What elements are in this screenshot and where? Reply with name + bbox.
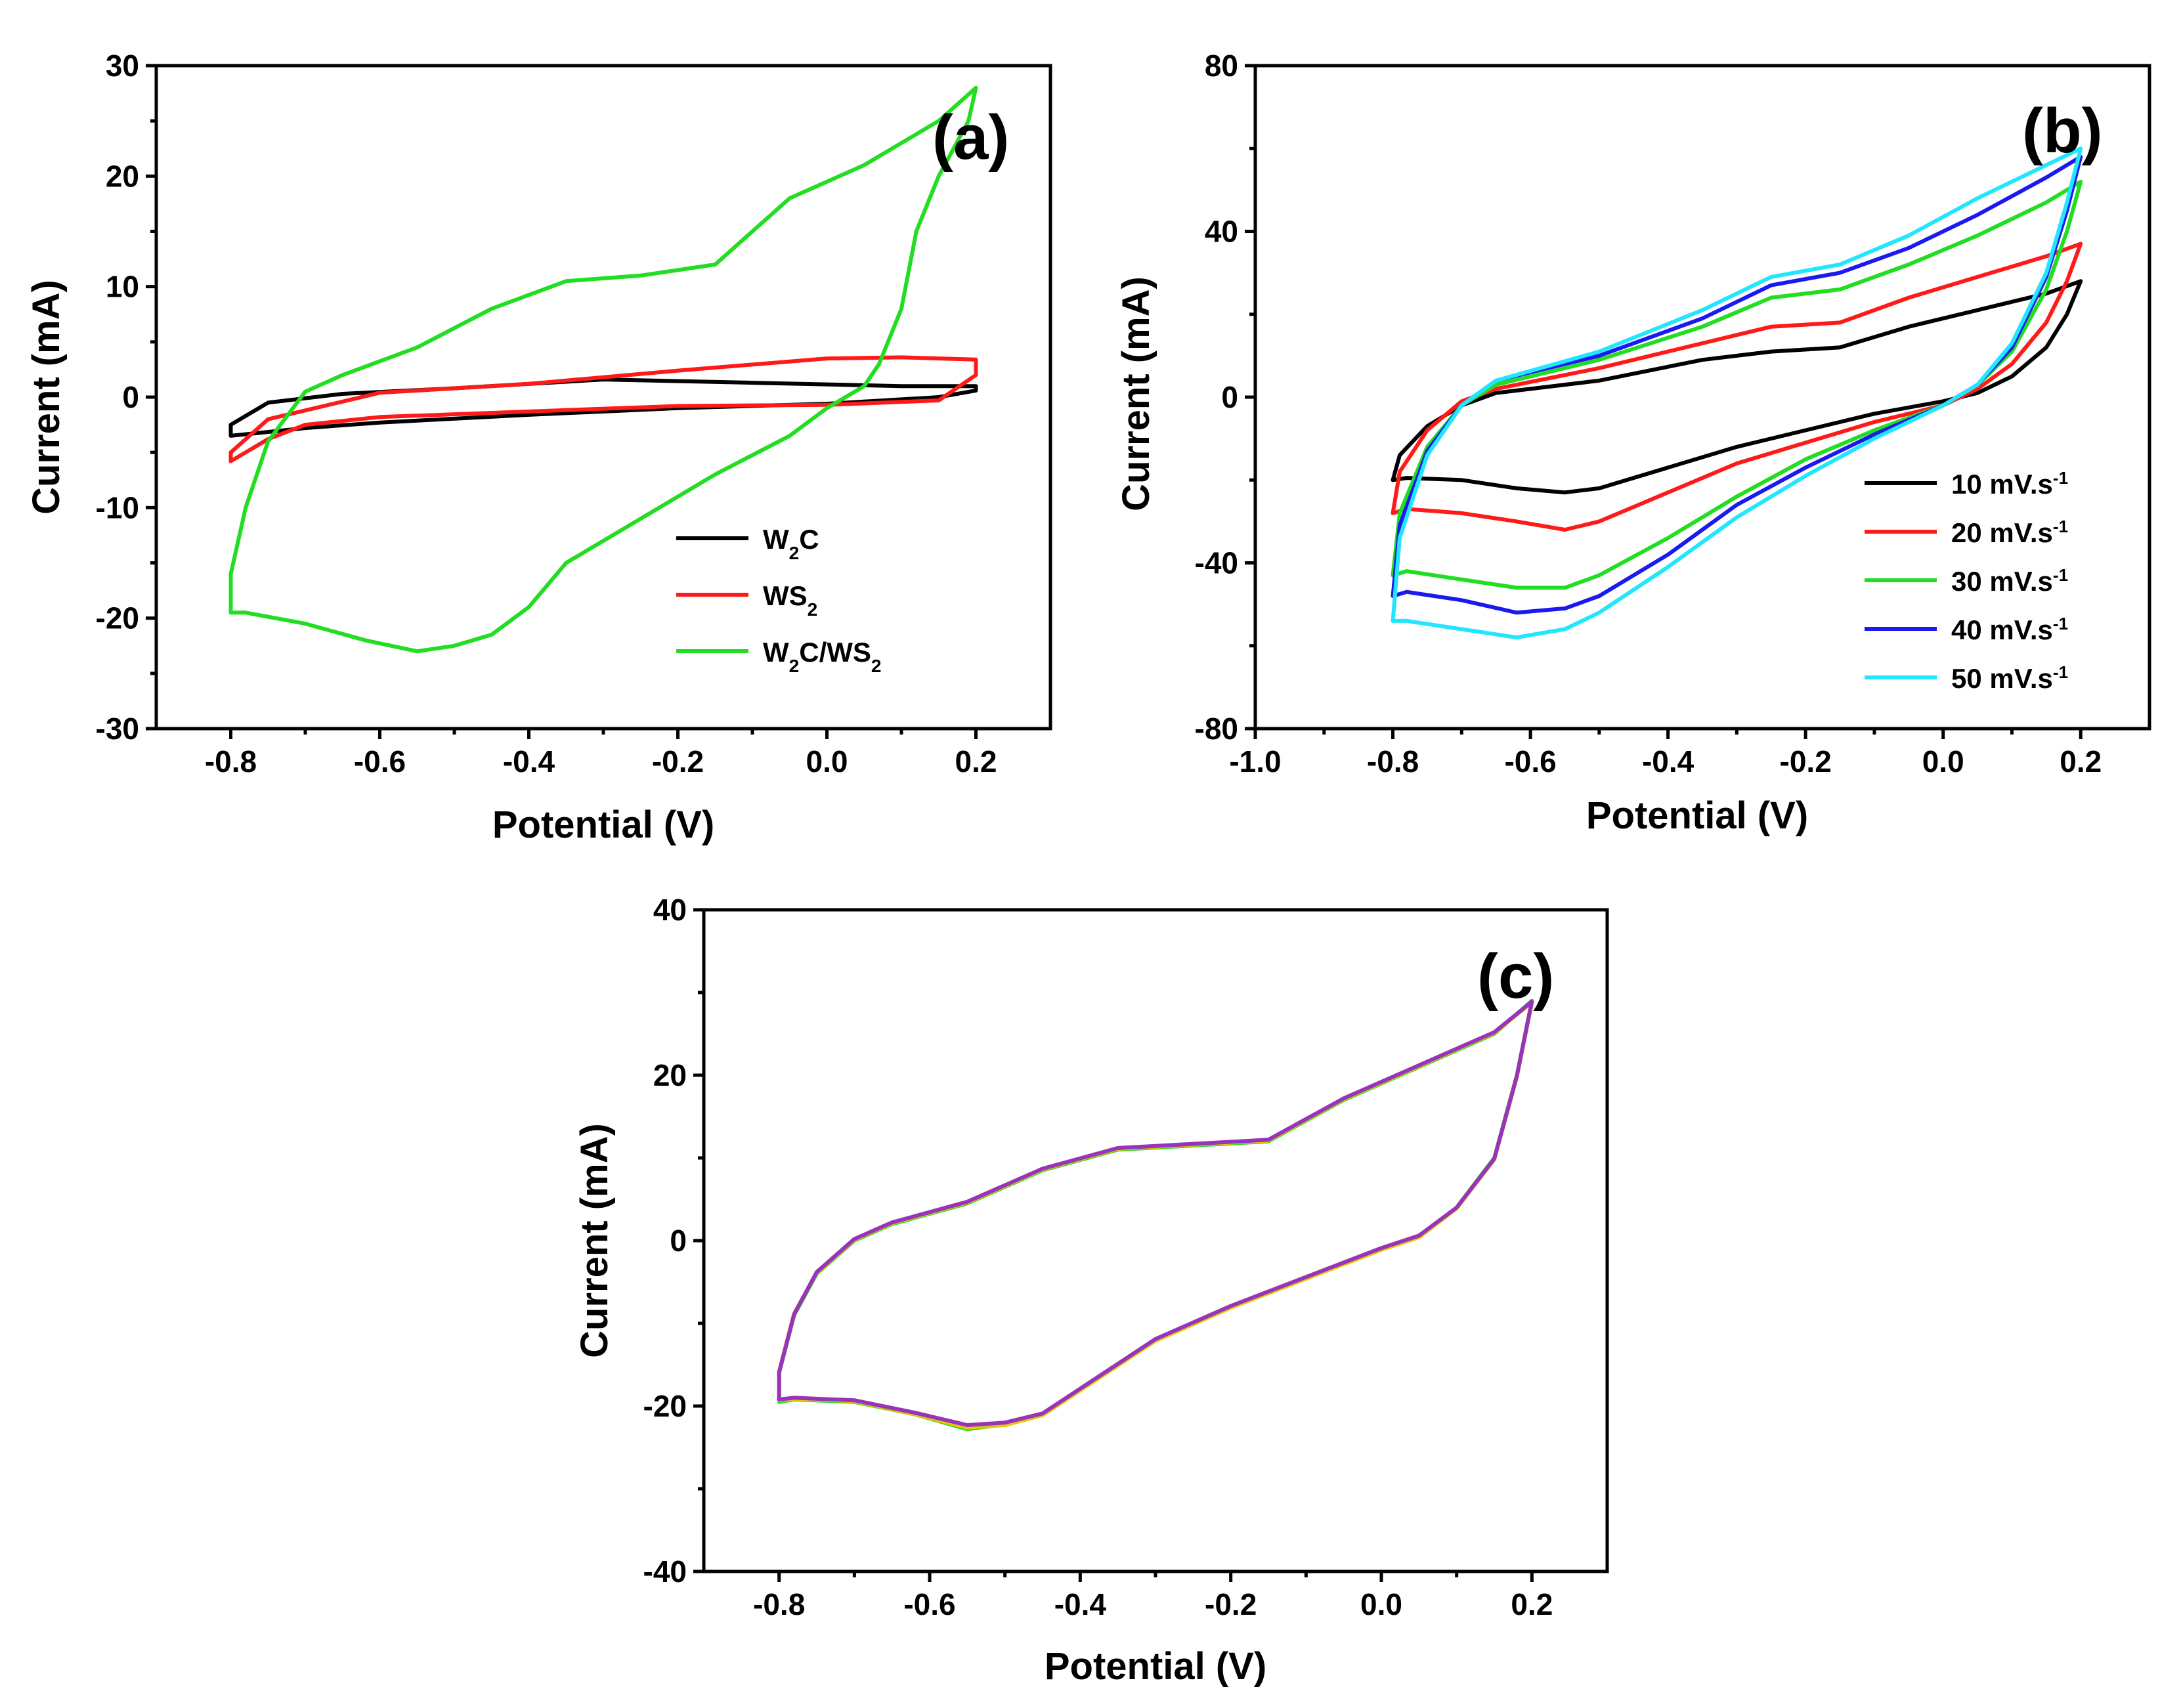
panel-c-y-tick-label: 40 (653, 893, 687, 927)
panel-c-curves (777, 998, 1534, 1432)
panel-c-x-tick-label: -0.2 (1205, 1587, 1257, 1621)
panel-b-x-axis-title: Potential (V) (1586, 794, 1808, 837)
panel-c-x-tick-label: 0.2 (1511, 1587, 1553, 1621)
panel-b-legend: 10 mV.s-1 20 mV.s-1 30 mV.s-1 40 mV.s-1 … (1865, 468, 2068, 694)
panel-b-x-tick-label: -0.4 (1642, 744, 1695, 779)
panel-c-ticks: -0.8 -0.6 -0.4 -0.2 0.0 0.2 -40 -20 0 20 40 (643, 893, 1553, 1621)
panel-b-x-tick-label: -0.6 (1504, 744, 1556, 779)
panel-a-label: (a) (932, 102, 1009, 173)
panel-a-y-tick-label: 0 (122, 380, 139, 414)
panel-b-y-axis-title: Current (mA) (1115, 276, 1157, 511)
legend-label-20: 20 mV.s-1 (1951, 517, 2068, 548)
panel-c-cv-cycles: -0.8 -0.6 -0.4 -0.2 0.0 0.2 -40 -20 0 20 40 (c) Po… (573, 893, 1609, 1688)
panel-b-label: (b) (2022, 96, 2103, 166)
panel-c-x-tick-label: -0.4 (1054, 1587, 1107, 1621)
panel-a-series-2-curve (228, 355, 978, 463)
panel-b-x-tick-label: -0.2 (1780, 744, 1832, 779)
panel-a-x-tick-label: -0.8 (205, 744, 257, 779)
panel-c-x-axis-title: Potential (V) (1045, 1645, 1266, 1688)
panel-b-y-tick-label: -80 (1195, 712, 1238, 746)
panel-b-y-tick-label: 0 (1221, 380, 1238, 414)
panel-b-ticks: -1.0 -0.8 -0.6 -0.4 -0.2 0.0 0.2 -80 -40 0 40 80 (1195, 49, 2102, 779)
legend-label-w2c: W2C (763, 524, 819, 563)
panel-c-label: (c) (1477, 941, 1554, 1012)
panel-a-x-axis-title: Potential (V) (492, 803, 714, 846)
panel-c-series-3-curve (777, 999, 1534, 1427)
panel-b-x-tick-label: 0.0 (1922, 744, 1964, 779)
legend-label-50: 50 mV.s-1 (1951, 662, 2068, 694)
panel-a-y-tick-label: 20 (106, 159, 139, 193)
panel-c-x-tick-label: -0.8 (753, 1587, 805, 1621)
panel-b-x-tick-label: -0.8 (1367, 744, 1419, 779)
panel-a-y-axis-title: Current (mA) (25, 280, 68, 515)
panel-a-y-tick-label: -20 (96, 601, 139, 635)
panel-a-x-tick-label: -0.2 (652, 744, 704, 779)
panel-c-x-tick-label: -0.6 (903, 1587, 955, 1621)
panel-a-series-3-curve (228, 85, 978, 654)
legend-label-40: 40 mV.s-1 (1951, 614, 2068, 645)
panel-b-x-tick-label: -1.0 (1229, 744, 1281, 779)
panel-a-x-tick-label: 0.0 (806, 744, 848, 779)
panel-a-x-tick-label: 0.2 (955, 744, 997, 779)
panel-a-x-tick-label: -0.6 (354, 744, 406, 779)
panel-b-y-tick-label: 40 (1205, 215, 1238, 249)
panel-a-y-tick-label: 30 (106, 49, 139, 83)
panel-a-y-tick-label: 10 (106, 270, 139, 304)
panel-b-series-5-curve (1391, 146, 2083, 640)
panel-a-curves (228, 85, 978, 654)
panel-b-cv-scan-rates: -1.0 -0.8 -0.6 -0.4 -0.2 0.0 0.2 -80 -40 0 40 80 (b… (1115, 49, 2151, 837)
panel-a-x-tick-label: -0.4 (503, 744, 555, 779)
panel-c-y-tick-label: 20 (653, 1058, 687, 1092)
legend-label-30: 30 mV.s-1 (1951, 565, 2068, 597)
panel-b-curves (1391, 146, 2083, 640)
panel-b-y-tick-label: -40 (1195, 546, 1238, 580)
panel-b-y-tick-label: 80 (1205, 49, 1238, 83)
panel-c-y-axis-title: Current (mA) (573, 1123, 616, 1358)
panel-a-cv-composites: -0.8 -0.6 -0.4 -0.2 0.0 0.2 -30 -20 -10 0 10 20 30 (… (25, 49, 1052, 846)
panel-a-legend: W2C WS2 W2C/WS2 (676, 524, 881, 676)
legend-label-ws2: WS2 (763, 580, 817, 620)
panel-c-y-tick-label: -20 (643, 1389, 687, 1423)
panel-a-y-tick-label: -10 (96, 490, 139, 524)
panel-c-x-tick-label: 0.0 (1360, 1587, 1402, 1621)
panel-c-y-tick-label: 0 (670, 1224, 687, 1258)
legend-label-w2c-ws2: W2C/WS2 (763, 637, 881, 676)
panel-a-y-tick-label: -30 (96, 712, 139, 746)
panel-c-plot-frame (702, 908, 1609, 1573)
legend-label-10: 10 mV.s-1 (1951, 468, 2068, 500)
panel-a-ticks: -0.8 -0.6 -0.4 -0.2 0.0 0.2 -30 -20 -10 0 10 20 30 (96, 49, 997, 779)
panel-a-series-1-curve (228, 377, 978, 438)
panel-c-y-tick-label: -40 (643, 1554, 687, 1589)
panel-b-x-tick-label: 0.2 (2060, 744, 2102, 779)
